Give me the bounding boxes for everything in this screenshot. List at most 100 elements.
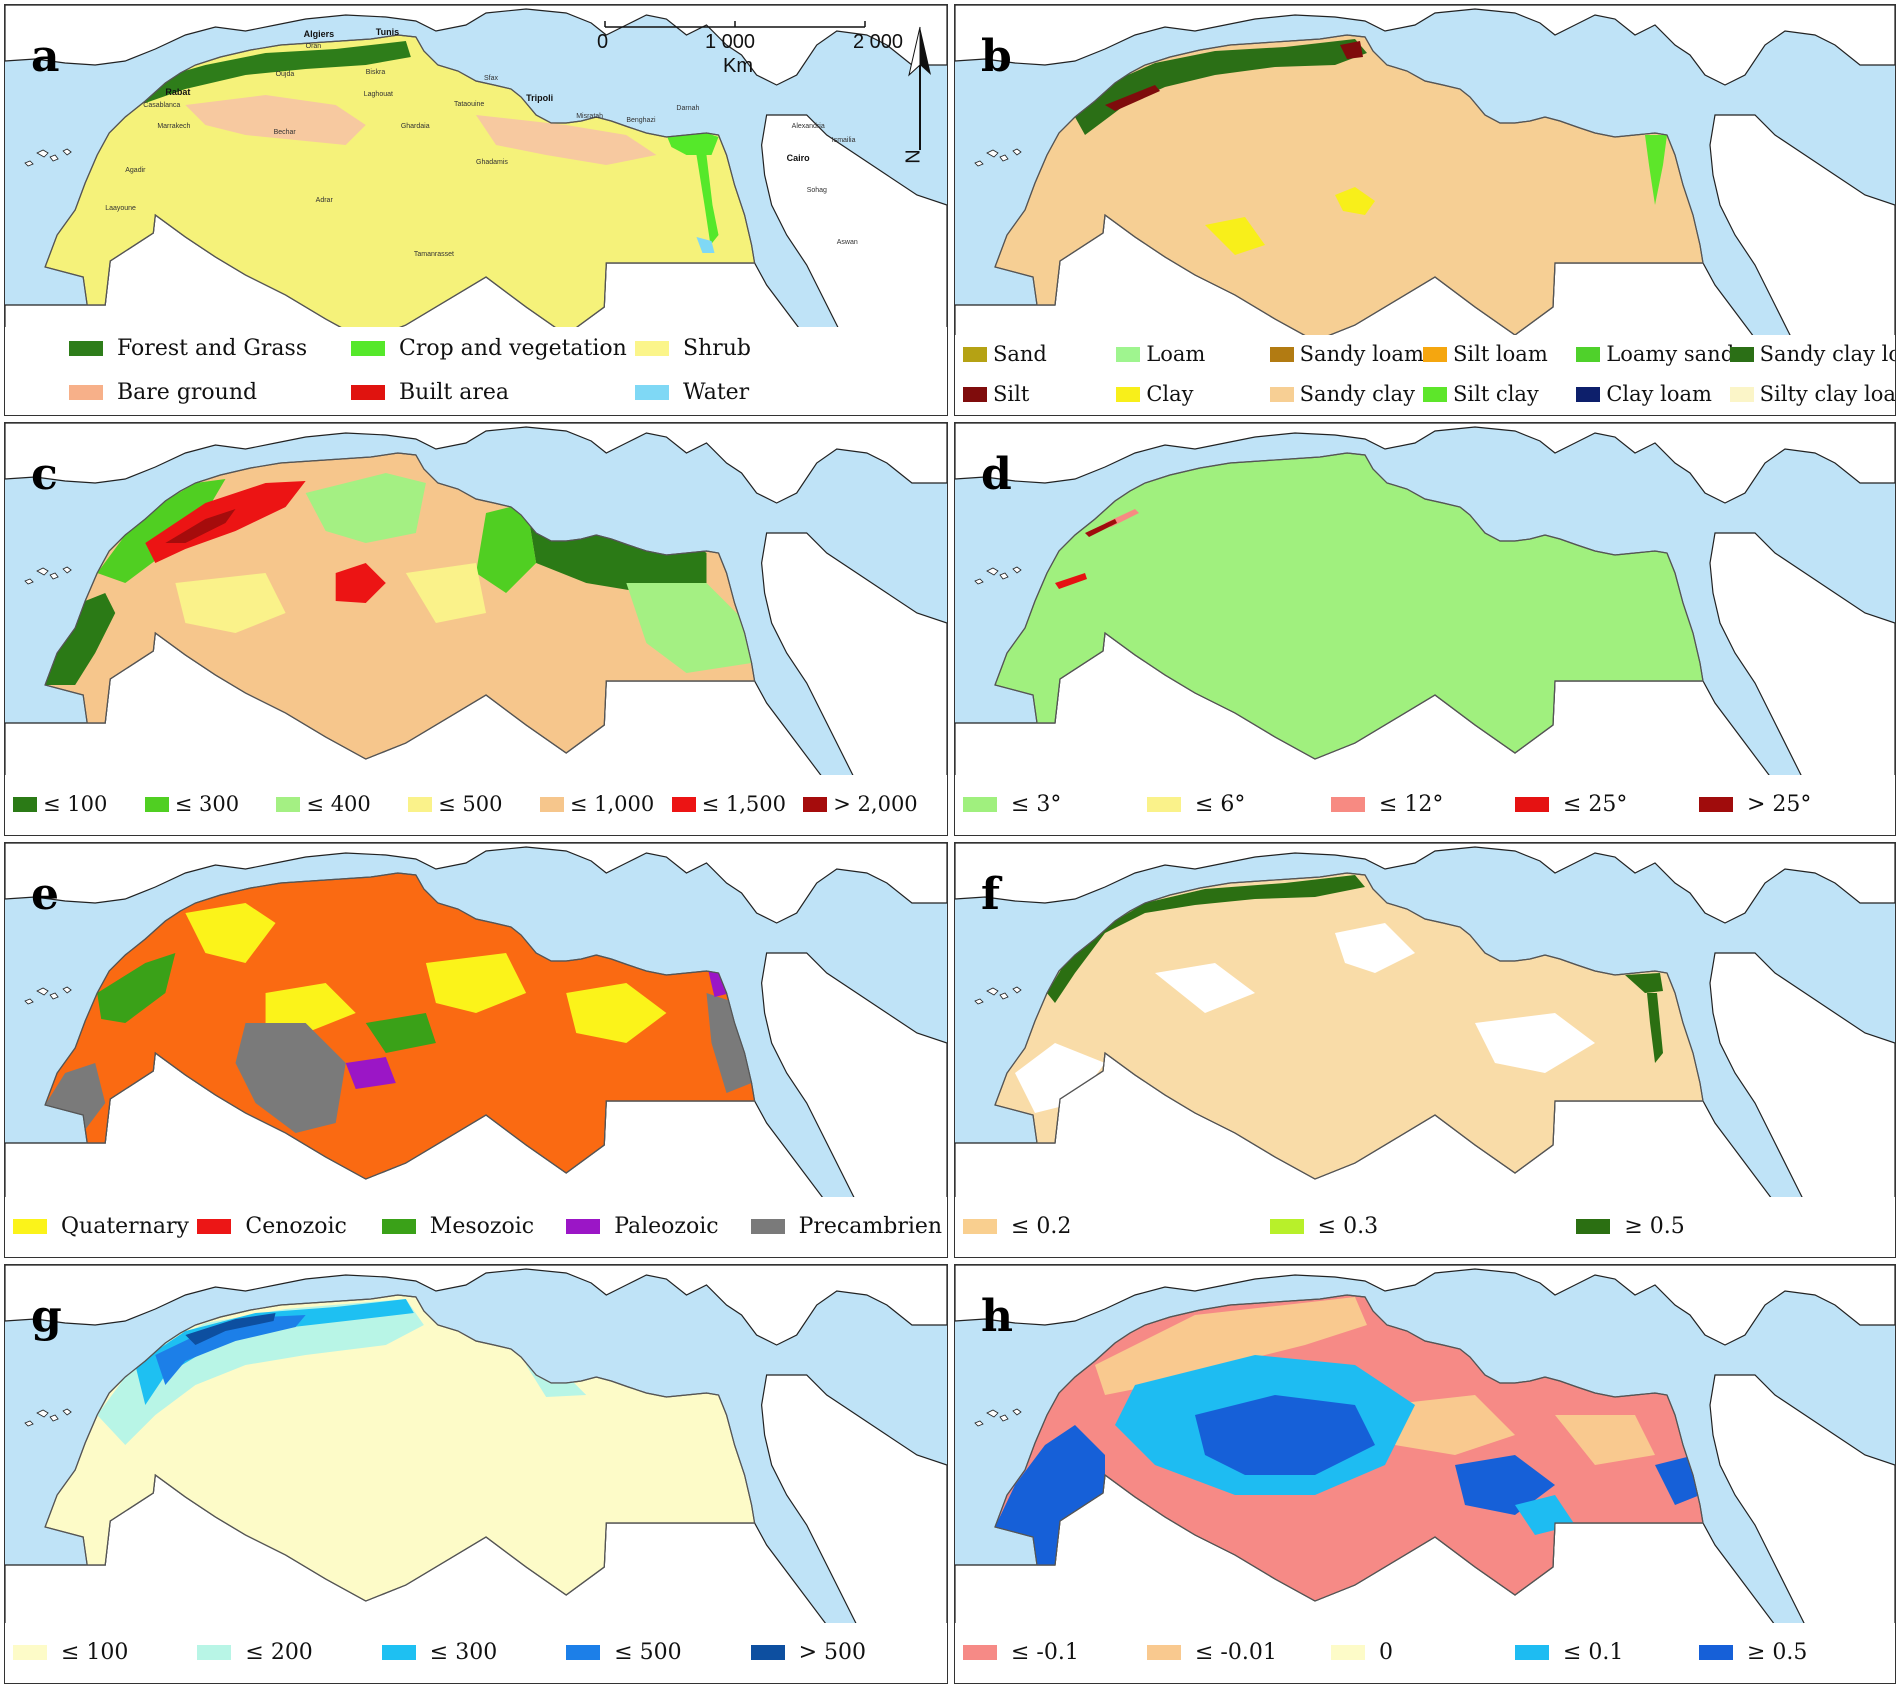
legend-swatch [803,796,828,812]
legend-item: ≤ 0.3 [1269,1214,1378,1239]
legend-label: ≤ 25° [1563,792,1628,817]
north-arrow-icon [908,26,931,150]
city-label: Marrakech [157,123,191,130]
legend-swatch [1729,346,1754,362]
legend-swatch [197,1219,232,1234]
scale-bar [604,21,866,28]
city-label: Biskra [365,69,386,76]
city-label: Misratah [576,113,604,120]
legend-label: Quaternary [61,1214,189,1239]
legend-label: ≤ 300 [429,1640,498,1665]
legend-label: Paleozoic [614,1214,719,1239]
legend-label: Crop and vegetation [399,336,627,361]
legend-label: Silty clay loam [1759,382,1896,406]
legend-swatch [69,341,103,356]
legend-label: > 500 [798,1640,867,1665]
legend-a: Forest and Grass Crop and vegetation Shrub… [5,327,947,415]
legend-item: Loamy sand [1576,342,1734,366]
legend-swatch [408,796,433,812]
legend-item: ≤ 500 [566,1640,682,1665]
legend-label: Silt clay [1453,382,1539,406]
legend-swatch [1423,386,1447,402]
city-label: Ghardaia [400,123,430,130]
legend-swatch [13,1219,47,1234]
city-label: Tataouine [453,101,485,108]
legend-swatch [963,346,987,362]
north-label: N [902,149,925,164]
map-h [955,1265,1895,1623]
legend-swatch [1576,1219,1611,1234]
legend-item: Clay [1116,382,1194,406]
map-a [5,5,947,327]
legend-label: Precambrien [798,1214,943,1239]
legend-swatch [13,1645,47,1660]
legend-label: > 25° [1747,792,1812,817]
legend-f: ≤ 0.2 ≤ 0.3 ≥ 0.5 [955,1197,1895,1257]
legend-item: Water [635,380,749,405]
panel-label-c: c [31,449,58,500]
legend-label: Clay loam [1606,382,1712,406]
panel-b: b Sand Loam Sandy loam Silt loam Loamy sand Sa… [954,4,1896,416]
city-label: Ghadamis [476,159,508,166]
legend-label: Water [683,380,750,405]
legend-label: ≥ 0.5 [1624,1214,1685,1239]
legend-label: ≤ 12° [1379,792,1444,817]
legend-swatch [1269,1219,1304,1234]
legend-swatch [1147,1645,1181,1660]
city-label: Tamanrasset [413,251,454,258]
legend-label: ≤ 100 [43,792,108,816]
panel-e: e Quaternary Cenozoic Mesozoic Paleozoic Prec… [4,842,948,1258]
legend-item: ≤ 0.1 [1515,1640,1623,1665]
panel-label-d: d [981,449,1012,500]
legend-c: ≤ 100 ≤ 300 ≤ 400 ≤ 500 ≤ 1,000 ≤ 1,500 > 2,00… [5,775,947,835]
legend-swatch [750,1645,785,1660]
map-g [5,1265,947,1623]
legend-item: ≤ 6° [1147,792,1245,817]
scale-unit: Km [723,55,753,77]
city-label: Sfax [484,75,499,82]
legend-label: Forest and Grass [117,336,308,361]
legend-item: Loam [1116,342,1205,366]
legend-item: Mesozoic [381,1214,535,1239]
legend-item: ≤ -0.01 [1147,1640,1277,1665]
legend-item: > 500 [750,1640,867,1665]
legend-item: Sandy loam [1269,342,1424,366]
legend-label: Loam [1146,342,1206,366]
legend-item: Silty clay loam [1729,382,1896,406]
legend-label: ≤ 300 [174,792,240,816]
legend-swatch [276,796,301,812]
legend-label: ≤ 3° [1011,792,1062,817]
legend-label: Silt loam [1453,342,1548,366]
legend-item: ≤ 100 [13,1640,128,1665]
legend-label: Mesozoic [429,1214,535,1239]
legend-item: ≤ 1,500 [671,792,786,816]
legend-item: Silt [963,382,1029,406]
legend-label: Sandy loam [1299,342,1424,366]
city-label: Tunis [375,27,400,37]
legend-swatch [1515,797,1549,812]
legend-swatch [963,1219,997,1234]
legend-label: ≤ 400 [306,792,371,816]
legend-item: > 25° [1699,792,1811,817]
legend-item: ≥ 0.5 [1699,1640,1807,1665]
legend-item: Quaternary [13,1214,189,1239]
map-b [955,5,1895,335]
city-label: Agadir [125,167,146,174]
legend-label: ≤ 200 [245,1640,313,1665]
map-c [5,423,947,775]
legend-swatch [1147,797,1181,812]
legend-item: Sand [963,342,1047,366]
legend-label: Silt [993,382,1030,406]
legend-swatch [351,385,385,400]
city-label: Darnah [676,105,700,112]
scale-tick-label: 0 [597,31,609,53]
legend-item: Clay loam [1576,382,1712,406]
legend-d: ≤ 3° ≤ 6° ≤ 12° ≤ 25° > 25° [955,775,1895,835]
legend-item: ≤ 200 [197,1640,313,1665]
panel-a: a Forest and Grass Crop and vegetation Shru… [4,4,948,416]
legend-label: Loamy sand [1606,342,1735,366]
legend-item: Precambrien [750,1214,943,1239]
legend-swatch [671,796,696,812]
legend-swatch [381,1645,416,1660]
legend-swatch [1576,386,1601,402]
